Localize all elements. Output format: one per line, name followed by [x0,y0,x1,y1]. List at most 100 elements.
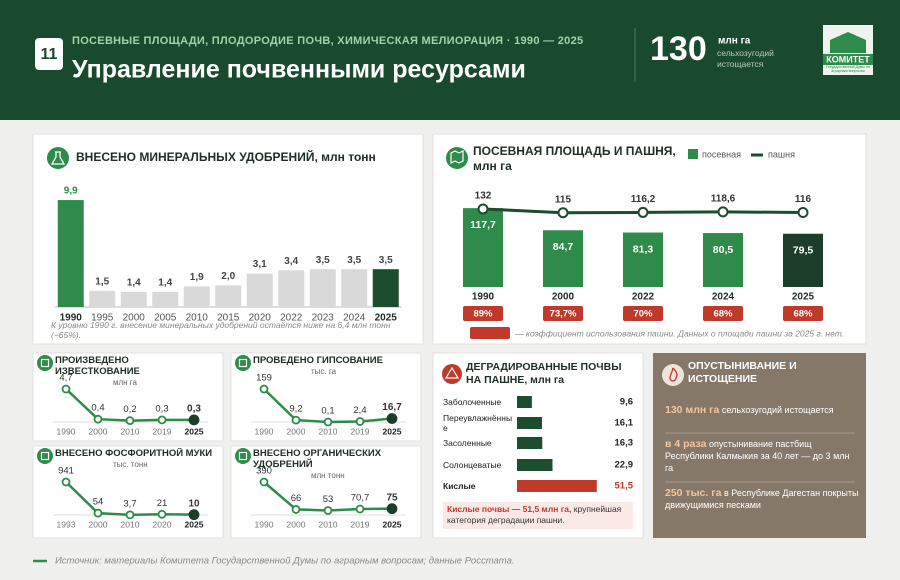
logo-band [823,54,873,65]
ratio-label: 73,7% [550,309,577,320]
category-label: Заболоченные [443,397,502,407]
chart-unit: млн тонн [311,471,345,480]
x-tick-label: 2020 [153,519,172,529]
value-label: 159 [256,373,272,384]
bar [517,396,532,408]
chart-title: ПОСЕВНАЯ ПЛОЩАДЬ И ПАШНЯ, млн га [473,144,676,173]
chart-title: ВНЕСЕНО МИНЕРАЛЬНЫХ УДОБРЕНИЙ, млн тонн [76,149,376,164]
insight: 130 млн га сельхозугодий истощается [665,404,860,416]
line-point [291,505,301,514]
logo-subtitle-box: Государственной Думы по аграрным вопроса… [826,65,870,73]
value-label: 1,5 [95,276,109,287]
footer-source: Источник: материалы Комитета Государстве… [55,556,515,567]
value-label: 3,5 [316,255,330,266]
value-label: 3,5 [347,255,361,266]
value-label: 3,4 [284,256,298,267]
icon [37,355,53,371]
text-box: ДЕГРАДИРОВАННЫЕ ПОЧВЫ НА ПАШНЕ, млн га [466,361,622,386]
value-label: 79,5 [793,245,814,257]
value-label: 53 [323,494,334,505]
icon [235,448,251,464]
x-tick-label: 2000 [123,313,146,324]
value-label: 390 [256,466,272,477]
x-tick-label: 2025 [383,519,402,529]
ratio-box [703,306,743,321]
legend-swatch [688,149,698,159]
bar [372,269,399,307]
x-tick-label: 1990 [57,426,76,436]
panel [32,133,424,345]
value-label: 9,6 [620,397,633,408]
line-point [717,206,729,218]
bar [89,290,116,307]
ratio-legend-swatch [470,327,510,339]
chart-title: ПРОВЕДЕНО ГИПСОВАНИЕ [253,355,383,366]
value-label: 51,5 [615,481,634,492]
text-box: Переувлажнённые [443,413,512,433]
text-box: Кислые [443,481,476,491]
bar [57,200,84,307]
value-label: 116,2 [631,194,656,205]
logo-building [830,32,866,53]
line-point [323,417,333,427]
x-tick-label: 2000 [287,519,306,529]
icon [662,364,684,386]
line-point [477,203,489,215]
insight: в 4 раза опустынивание пастбищ Республик… [665,438,860,474]
insight-highlight: в 4 раза [665,438,707,450]
logo-subtitle: Государственной Думы по аграрным вопроса… [826,65,870,73]
value-label: 117,7 [470,219,496,231]
chart-unit: млн га [113,378,137,387]
ratio-label: 68% [793,309,813,320]
icon [47,147,69,169]
value-label: 0,2 [123,404,136,415]
value-label: 1,4 [158,278,172,289]
value-label: 0,3 [155,403,168,414]
line-point [797,206,809,218]
line-point [557,207,569,219]
bar [246,273,273,307]
line-point [386,413,398,424]
line-point [188,509,200,521]
value-label: 4,7 [59,373,72,384]
ratio-box [783,306,823,321]
x-tick-label: 2000 [89,426,108,436]
x-tick-label: 2025 [185,426,204,436]
value-label: 116 [795,194,812,205]
line-point [61,384,71,394]
x-tick-label: 2020 [249,313,272,324]
x-tick-label: 2019 [351,519,370,529]
ratio-note: — коэффициент использования пашни. Данны… [514,328,844,338]
x-tick-label: 1993 [57,519,76,529]
bar [517,480,597,492]
x-tick-label: 2015 [217,313,240,324]
line-point [93,508,103,518]
ratio-label: 89% [473,309,493,320]
value-label: 84,7 [553,241,574,253]
badge-number: 11 [41,46,58,63]
line-point [157,415,167,425]
line-point [125,416,135,425]
bar [309,269,336,307]
icon [37,448,53,464]
x-tick-label: 2024 [712,292,735,303]
insight: 250 тыс. га в Республике Дагестан покрыт… [665,487,860,511]
icon [446,147,468,169]
value-label: 16,3 [615,438,634,449]
line-point [61,477,71,487]
value-label: 3,1 [253,259,267,270]
panel [32,352,224,442]
chart-title: ВНЕСЕНО ОРГАНИЧЕСКИХ УДОБРЕНИЙ [253,448,382,470]
panel [230,445,422,539]
header-stat-text: сельхозугодий истощается [717,48,774,69]
value-label: 3,7 [123,498,136,509]
header-stat-box: сельхозугодий истощается [717,48,774,69]
value-label: 1,4 [127,278,141,289]
text-box: в 4 раза опустынивание пастбищ Республик… [665,438,860,474]
x-tick-label: 2010 [319,426,338,436]
value-label: 9,2 [289,404,302,415]
chart-title: ВНЕСЕНО ФОСФОРИТНОЙ МУКИ [55,448,213,459]
value-label: 21 [157,498,168,509]
bar [463,208,503,287]
